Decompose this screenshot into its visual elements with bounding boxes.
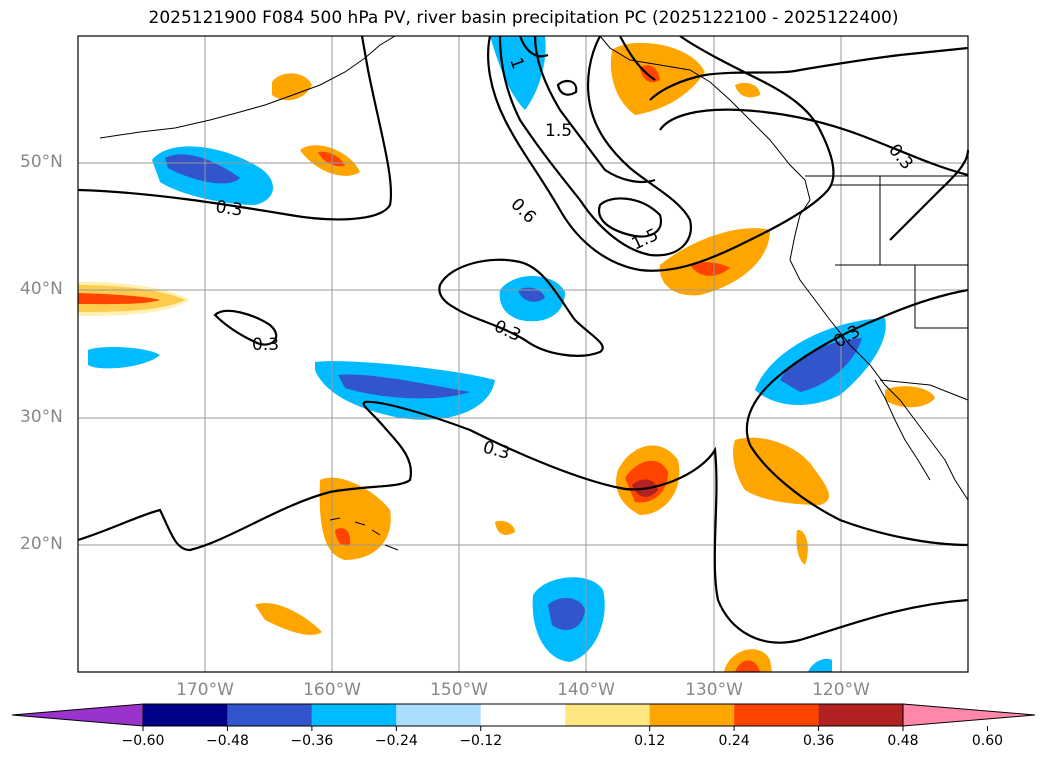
contour-label: 0.3 [214,197,244,221]
colorbar-tick-label: −0.36 [290,733,334,749]
coastlines [99,35,969,551]
shade-pos-130w [659,228,770,296]
shade-neg-central-core [338,374,470,399]
shade-neg-north [490,36,546,110]
lon-label: 120°W [812,680,870,700]
mexico-border [879,379,969,401]
contour-1.5-left [533,35,656,184]
alaska-coast [599,35,811,216]
contour-0.3-coast [745,288,969,547]
state-border-4 [914,265,968,329]
contour-ne-loop [889,149,970,241]
colorbar-arrow-left [11,703,144,727]
colorbar-segment [311,704,397,726]
shade-pos-bottom-core [735,660,760,672]
lat-label: 50°N [20,152,63,172]
contour-1-top [518,35,549,58]
shade-neg-bottom [808,658,832,672]
contour-1.5-small-loop [556,79,578,96]
lon-label: 140°W [557,680,615,700]
colorbar-segment [143,704,228,726]
colorbar-tick-label: −0.12 [459,733,503,749]
colorbar-tick-label: 0.24 [718,733,750,749]
shade-pos-small2 [796,529,808,565]
contour-label: 1.5 [545,121,572,141]
lon-label: 150°W [430,680,488,700]
contour-0.3-left-loop [213,309,278,346]
contour-0.6 [487,35,835,272]
contour-northeast [649,46,969,101]
contour-1.5-right [619,35,656,81]
shade-neg-south-core [548,598,585,630]
colorbar-segment [480,704,566,726]
colorbar-outline [142,703,904,727]
contour-0.3-north [77,35,393,221]
map-title: 2025121900 F084 500 hPa PV, river basin … [148,8,899,28]
contour-label: 0.3 [252,335,279,355]
shade-pos-lowerleft [255,603,322,635]
colorbar-tick-label: 0.60 [971,733,1004,749]
contour-1.5-loop [597,197,663,238]
colorbar-segment [565,704,650,726]
colorbar-segment [396,704,481,726]
colorbar-tick-label: 0.48 [887,733,919,749]
shade-pos-baja [885,386,935,408]
us-west-coast [789,214,969,501]
colorbar-tick-label: −0.60 [121,733,165,749]
shade-pos-west-core [78,293,160,305]
shade-neg-mid-core [518,287,545,302]
contour-0.3-mid [438,258,604,357]
colorbar-tick-label: −0.48 [205,733,249,749]
gridlines [78,36,968,672]
shade-pos-hawaii-core [335,528,351,546]
map-frame [77,35,969,673]
contour-east [659,108,969,177]
colorbar-segment [649,704,735,726]
colorbar-segment [227,704,312,726]
colorbar-tick-label: −0.24 [374,733,418,749]
lat-label: 20°N [20,534,63,554]
lon-label: 160°W [303,680,361,700]
baja-coast [874,379,931,481]
alaska-aleutian-coast [99,35,396,139]
lon-label: 130°W [685,680,743,700]
colorbar-segment [734,704,819,726]
pv-contours [77,35,970,644]
colorbar-segment [818,704,903,726]
lon-label: 170°W [176,680,234,700]
colorbar-tick-label: 0.36 [802,733,835,749]
lat-label: 30°N [20,407,63,427]
colorbar-tick-label: 0.12 [634,733,666,749]
colorbar [11,703,1036,731]
colorbar-arrow-right [902,703,1036,727]
shade-pos-alaska-small [735,82,760,98]
lat-label: 40°N [20,279,63,299]
shade-neg-aleutian-core [165,154,240,184]
shade-neg-west-small [88,347,160,369]
hawaii-islands [329,517,399,551]
contour-0.3-main [77,400,969,644]
shade-pos-small1 [495,520,515,535]
contour-1 [498,35,693,257]
shade-pos-alaska-core [640,65,660,83]
shade-pos-ak-west [272,73,312,101]
shade-pos-130w-core [690,262,730,276]
